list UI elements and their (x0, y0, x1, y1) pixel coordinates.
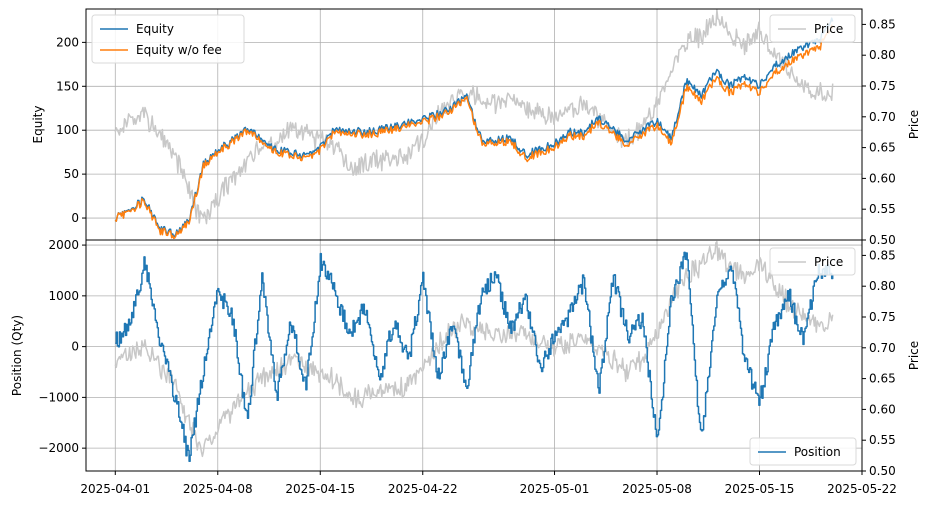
x-tick-label: 2025-04-15 (285, 482, 355, 496)
y-axis-label: Equity (31, 106, 45, 144)
y-tick-label: 200 (56, 35, 79, 49)
axes-frame (85, 239, 863, 472)
legend-price-top-label: Price (814, 22, 843, 36)
y2-tick-label: 0.55 (869, 433, 896, 447)
y-tick-label: 1000 (48, 289, 79, 303)
legend-price-top-box (769, 14, 856, 43)
y2-axis-label: Price (907, 110, 921, 139)
x-tick-label: 2025-05-08 (622, 482, 692, 496)
y-axis-label: Position (Qty) (10, 315, 24, 396)
x-tick-label: 2025-04-08 (183, 482, 253, 496)
x-tick-label: 2025-04-01 (80, 482, 150, 496)
y-tick-label: 0 (71, 211, 79, 225)
y2-tick-label: 0.75 (869, 310, 896, 324)
plot-area (114, 240, 834, 463)
y2-tick-label: 0.75 (869, 79, 896, 93)
axes-layer: 0 50 100 150 200 0.50 0.55 0.60 0.65 0.70 0.75 0.80… (10, 8, 921, 496)
equity-w-o-fee-series-line (114, 24, 834, 240)
y2-tick-label: 0.70 (869, 110, 896, 124)
y2-tick-label: 0.50 (869, 464, 896, 478)
legend-price-bottom-box (769, 247, 856, 276)
price-series-line (114, 9, 834, 225)
y-tick-label: 100 (56, 123, 79, 137)
y-tick-label: −1000 (38, 390, 79, 404)
y2-tick-label: 0.85 (869, 248, 896, 262)
legend-position-box (749, 437, 857, 466)
legend-price-bottom-label: Price (814, 255, 843, 269)
series-layer (114, 9, 834, 463)
y-tick-label: 2000 (48, 238, 79, 252)
y-tick-label: 50 (64, 167, 79, 181)
y-tick-label: 0 (71, 340, 79, 354)
y2-tick-label: 0.50 (869, 233, 896, 247)
y2-tick-label: 0.55 (869, 202, 896, 216)
y2-tick-label: 0.85 (869, 17, 896, 31)
price-series-line (114, 240, 834, 458)
position-series-line (115, 251, 834, 463)
y2-tick-label: 0.70 (869, 341, 896, 355)
legend-equity-label: Equity w/o fee (136, 43, 222, 57)
x-tick-label: 2025-05-01 (520, 482, 590, 496)
x-tick-label: 2025-04-22 (388, 482, 458, 496)
y-tick-label: 150 (56, 79, 79, 93)
legend-position-label: Position (794, 445, 841, 459)
legend-equity-box (91, 14, 245, 64)
legend-equity-label: Equity (136, 22, 174, 36)
y-tick-label: −2000 (38, 441, 79, 455)
y2-tick-label: 0.80 (869, 48, 896, 62)
plot-area (114, 9, 834, 240)
y2-tick-label: 0.65 (869, 372, 896, 386)
y2-tick-label: 0.65 (869, 141, 896, 155)
grid-layer (86, 9, 863, 471)
y2-axis-label: Price (907, 341, 921, 370)
y2-tick-label: 0.60 (869, 171, 896, 185)
x-tick-label: 2025-05-15 (725, 482, 795, 496)
y2-tick-label: 0.80 (869, 279, 896, 293)
y2-tick-label: 0.60 (869, 402, 896, 416)
x-tick-label: 2025-05-22 (827, 482, 897, 496)
legend-layer: Equity Equity w/o fee Price Price Position (91, 14, 857, 466)
